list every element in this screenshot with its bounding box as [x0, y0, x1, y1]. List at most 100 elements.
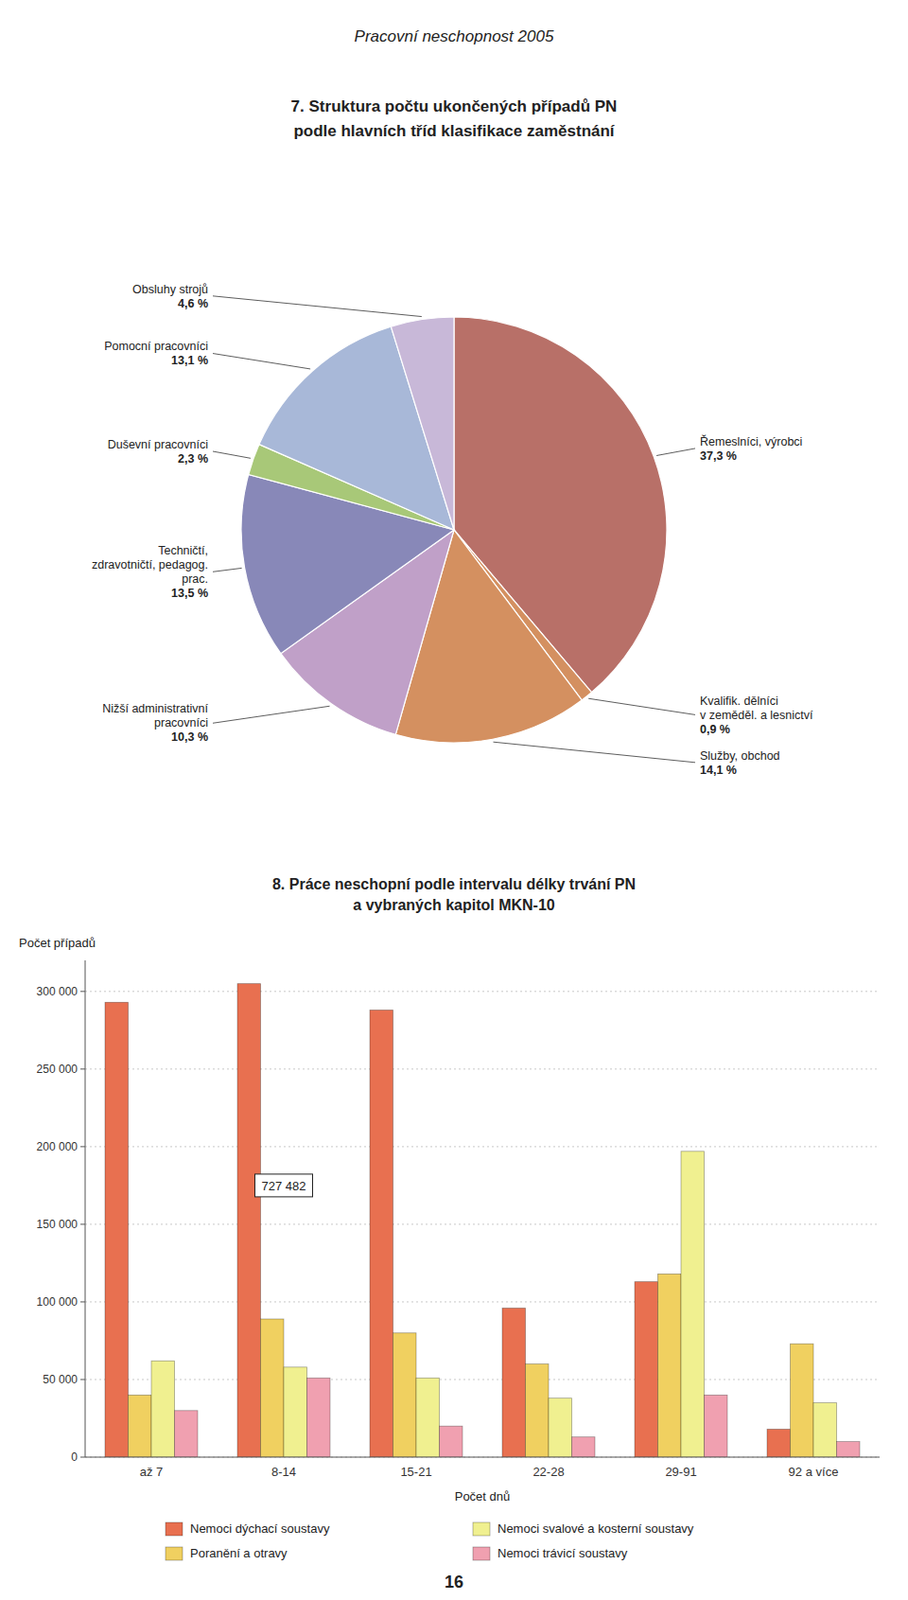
leader-line [212, 353, 311, 369]
tick-mark [80, 1145, 86, 1147]
bar-chart: 8. Práce neschopní podle intervalu délky… [18, 875, 880, 1560]
x-axis: až 78-1415-2122-2829-9192 a více [85, 1456, 880, 1479]
annotation: 727 482 [255, 1173, 314, 1197]
pie-chart: 7. Struktura počtu ukončených případů PN… [91, 97, 814, 777]
axis-label: Počet případů [18, 935, 96, 950]
legend-entry: Nemoci dýchací soustavy [190, 1520, 331, 1536]
leader-line [212, 296, 422, 317]
chart-subtitle: a vybraných kapitol MKN-10 [352, 896, 556, 913]
annotation-text: 727 482 [261, 1178, 307, 1193]
page: Pracovní neschopnost 2005167. Struktura … [0, 0, 908, 1600]
bar [307, 1377, 332, 1457]
pie-labels: Řemeslníci, výrobci37,3 %Kvalifik. dělní… [91, 282, 814, 777]
tick-label: 0 [70, 1449, 78, 1464]
background [0, 0, 908, 1600]
slices [241, 316, 667, 743]
legend-swatch [472, 1521, 490, 1536]
tick-label: 200 000 [36, 1139, 79, 1153]
pie-slice [390, 316, 454, 530]
bar [790, 1343, 815, 1457]
bar [237, 983, 262, 1457]
pie-label: Pomocní pracovníci [104, 339, 209, 353]
bar [502, 1308, 526, 1458]
grid-line [85, 1300, 880, 1302]
leader-line [656, 448, 696, 456]
tick-label: 300 000 [36, 984, 79, 998]
tick-label: 92 a více [788, 1464, 839, 1479]
chart-title: 8. Práce neschopní podle intervalu délky… [272, 875, 636, 892]
grid-line [85, 990, 880, 992]
pie-label: Služby, obchod [699, 749, 781, 763]
bar [151, 1360, 175, 1457]
data-label: 14,1 % [699, 763, 737, 777]
grid-line [85, 1145, 880, 1147]
leader-line [212, 567, 243, 572]
annotation-box [255, 1173, 314, 1197]
chart-subtitle: podle hlavních tříd klasifikace zaměstná… [293, 122, 615, 140]
tick-label: 29-91 [664, 1464, 697, 1479]
legend-entry: Poranění a otravy [190, 1545, 288, 1560]
bar [104, 1001, 129, 1457]
bar [634, 1281, 659, 1457]
axis-line [85, 960, 87, 1457]
bar [439, 1425, 464, 1457]
legend-entry: Nemoci svalové a kosterní soustavy [497, 1520, 695, 1536]
axis-line [85, 1456, 880, 1458]
grid-line [85, 1456, 880, 1458]
grid-line [85, 1222, 880, 1224]
tick-label: 15-21 [400, 1464, 432, 1479]
tick-mark [80, 1222, 86, 1224]
bar [369, 1010, 394, 1458]
legend-swatch [165, 1521, 183, 1536]
tick-label: 250 000 [36, 1062, 79, 1076]
tick-mark [80, 1378, 86, 1380]
data-label: 2,3 % [177, 452, 209, 466]
legend-swatch [165, 1546, 183, 1560]
legend-swatch [472, 1546, 490, 1560]
tick-label: 50 000 [42, 1372, 78, 1386]
tick-mark [80, 1067, 86, 1069]
tick-label: 8-14 [271, 1464, 297, 1479]
pie-label: Duševní pracovníci [107, 437, 209, 452]
legend-entry: Nemoci trávicí soustavy [497, 1545, 629, 1560]
legend: Nemoci dýchací soustavy Poranění a otravy… [165, 1520, 695, 1560]
data-label: 13,5 % [171, 586, 209, 600]
bar [813, 1402, 838, 1457]
page-header: Pracovní neschopnost 2005 [354, 27, 555, 46]
data-label: 13,1 % [171, 353, 209, 367]
pie-label: Kvalifik. dělníciv zeměděl. a lesnictví [699, 694, 814, 722]
pie-label: Techničtí,zdravotničtí, pedagog.prac. [91, 543, 209, 586]
bar [416, 1377, 440, 1457]
pie-label: Nižší administrativnípracovníci [102, 701, 209, 730]
bar [704, 1394, 729, 1457]
tick-label: 100 000 [36, 1294, 79, 1309]
bar [393, 1332, 418, 1457]
bar [837, 1441, 861, 1457]
data-label: 0,9 % [699, 722, 731, 736]
bar [658, 1273, 682, 1457]
tick-mark [80, 1456, 86, 1458]
tick-mark [80, 1300, 86, 1302]
bar [572, 1436, 596, 1457]
pie-label: Obsluhy strojů [132, 282, 209, 297]
bars [104, 983, 860, 1457]
grid-line [85, 1067, 880, 1069]
pie-label: Řemeslníci, výrobci [699, 434, 803, 449]
tick-label: 150 000 [36, 1217, 79, 1231]
leader-line [212, 705, 331, 723]
bar [261, 1318, 285, 1457]
leader-line [588, 698, 696, 715]
grid-line [85, 1378, 880, 1380]
data-label: 4,6 % [177, 296, 209, 311]
bar [525, 1363, 550, 1457]
leader-line [212, 451, 251, 458]
bar [174, 1410, 199, 1457]
axis-label: Počet dnů [454, 1488, 511, 1503]
bar [681, 1151, 705, 1457]
bar [283, 1366, 308, 1457]
bar [128, 1394, 153, 1457]
chart-title: 7. Struktura počtu ukončených případů PN [291, 97, 618, 116]
leader-line [493, 741, 696, 763]
tick-label: 22-28 [532, 1464, 564, 1479]
tick-mark [80, 990, 86, 992]
